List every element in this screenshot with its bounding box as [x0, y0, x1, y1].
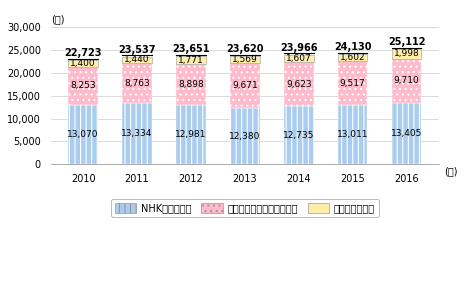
Text: 8,763: 8,763: [124, 79, 150, 88]
Bar: [176, 105, 206, 164]
Bar: [338, 54, 367, 61]
Bar: [284, 62, 313, 106]
Text: 12,981: 12,981: [175, 130, 206, 139]
Text: 12,380: 12,380: [229, 132, 260, 141]
Bar: [338, 61, 367, 105]
Text: 25,112: 25,112: [388, 37, 425, 47]
Bar: [392, 49, 421, 58]
Text: 1,607: 1,607: [286, 54, 312, 63]
Bar: [122, 63, 152, 103]
Text: 12,735: 12,735: [283, 131, 314, 140]
Text: 9,710: 9,710: [394, 76, 419, 85]
Text: 9,623: 9,623: [286, 80, 312, 89]
Legend: NHK放送受信料, ケーブルテレビ放送受信料, 他の放送受信料: NHK放送受信料, ケーブルテレビ放送受信料, 他の放送受信料: [111, 200, 379, 217]
Bar: [284, 106, 313, 164]
Text: 1,771: 1,771: [178, 56, 204, 65]
Bar: [176, 56, 206, 64]
Text: 13,405: 13,405: [391, 129, 422, 138]
Text: 13,070: 13,070: [67, 130, 99, 139]
Text: 23,620: 23,620: [226, 44, 264, 54]
Text: 1,998: 1,998: [394, 50, 419, 58]
Text: 24,130: 24,130: [334, 42, 372, 52]
Text: 1,569: 1,569: [232, 55, 258, 64]
Bar: [122, 57, 152, 63]
Text: 1,400: 1,400: [70, 59, 96, 68]
Bar: [284, 55, 313, 62]
Bar: [122, 103, 152, 164]
Text: 1,440: 1,440: [124, 55, 150, 64]
Bar: [230, 56, 259, 64]
Bar: [68, 67, 98, 105]
Text: 22,723: 22,723: [64, 48, 102, 58]
Text: 9,517: 9,517: [340, 79, 365, 87]
Text: 8,898: 8,898: [178, 80, 204, 89]
Text: (年): (年): [445, 166, 458, 176]
Bar: [68, 105, 98, 164]
Bar: [230, 108, 259, 164]
Bar: [176, 64, 206, 105]
Text: 13,011: 13,011: [337, 130, 368, 139]
Text: 8,253: 8,253: [70, 81, 96, 90]
Bar: [230, 64, 259, 108]
Text: (円): (円): [51, 14, 64, 24]
Bar: [392, 103, 421, 164]
Bar: [68, 60, 98, 67]
Text: 23,537: 23,537: [118, 45, 156, 55]
Text: 13,334: 13,334: [121, 129, 153, 138]
Text: 23,966: 23,966: [280, 43, 318, 53]
Bar: [338, 105, 367, 164]
Text: 9,671: 9,671: [232, 81, 258, 90]
Bar: [392, 58, 421, 103]
Text: 23,651: 23,651: [172, 44, 210, 54]
Text: 1,602: 1,602: [340, 53, 365, 62]
